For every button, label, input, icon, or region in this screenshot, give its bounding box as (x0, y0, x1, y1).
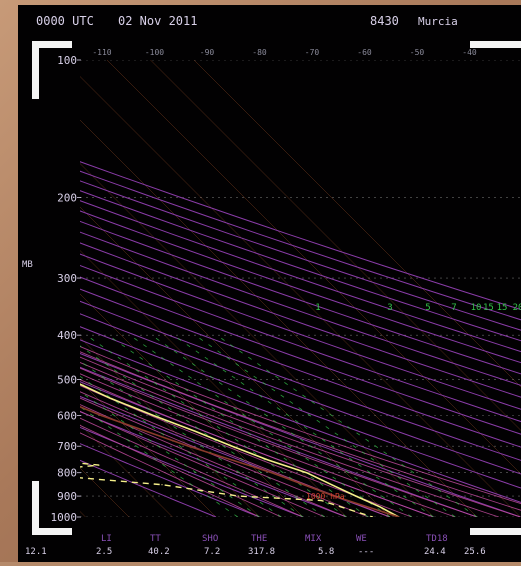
pressure-tick-label: 500 (57, 373, 77, 386)
temperature-tick-label: -40 (462, 48, 477, 57)
temperature-tick-label: -100 (145, 48, 164, 57)
sounding-point-0 (22, 358, 23, 359)
sounding-point-0 (355, 496, 356, 497)
index-value: 25.6 (464, 547, 486, 557)
index-label: LI (101, 534, 112, 544)
index-label: MIX (305, 534, 322, 544)
temperature-tick-label: -60 (357, 48, 372, 57)
pressure-tick-label: 900 (57, 490, 77, 503)
index-label: TD18 (426, 534, 448, 544)
temperature-tick-label: -110 (92, 48, 111, 57)
pressure-tick-label: 200 (57, 192, 77, 205)
temperature-tick-label: -90 (200, 48, 215, 57)
mixing-ratio-label: 15 (497, 303, 508, 313)
sounding-point-2 (101, 415, 102, 416)
mixing-ratio-label: 10 (471, 303, 482, 313)
stability-indices: LI TT SHO THE MIX WE TD18 12.1 2.5 40.2 7.2 317.8 5.… (25, 534, 486, 557)
monitor-screen: 0000 UTC 02 Nov 2011 8430 Murcia MB 100 2… (18, 5, 521, 562)
sounding-point-2 (188, 446, 189, 447)
mixing-ratio-label: 20 (513, 303, 521, 313)
mixing-ratio-label: 7 (451, 303, 456, 313)
pressure-tick-label: 700 (57, 440, 77, 453)
header-station-id: 8430 (370, 14, 399, 28)
sounding-point-1 (238, 496, 239, 497)
surface-annotation: 1000 hPa (306, 492, 345, 501)
sounding-point-0 (379, 506, 380, 507)
skew-t-diagram: 0000 UTC 02 Nov 2011 8430 Murcia MB 100 2… (18, 5, 521, 562)
index-label: SHO (202, 534, 218, 544)
pressure-tick-label: 300 (57, 272, 77, 285)
index-label: TT (150, 534, 161, 544)
sounding-point-1 (98, 465, 99, 466)
index-value: 7.2 (204, 547, 220, 557)
sounding-point-1 (340, 506, 341, 507)
sounding-point-0 (195, 431, 196, 432)
index-value: 40.2 (148, 547, 170, 557)
pressure-tick-label: 800 (57, 467, 77, 480)
sounding-point-2 (271, 472, 272, 473)
sounding-point-1 (161, 484, 162, 485)
pressure-tick-label: 100 (57, 54, 77, 67)
index-value: 24.4 (424, 547, 446, 557)
header-time: 0000 UTC (36, 14, 94, 28)
sounding-point-0 (110, 398, 111, 399)
mixing-ratio-label: 3 (387, 303, 392, 313)
sounding-point-0 (306, 472, 307, 473)
frame-corner-top-right-h (470, 41, 521, 48)
frame-corner-bottom-left-v (32, 481, 39, 535)
pressure-tick-label: 1000 (51, 511, 78, 524)
sounding-point-0 (331, 484, 332, 485)
pressure-tick-label: 600 (57, 410, 77, 423)
index-value: 5.8 (318, 547, 334, 557)
index-value: 2.5 (96, 547, 112, 557)
sounding-point-1 (372, 516, 373, 517)
pressure-axis: 100 200 300 400 500 600 700 800 900 1000 (51, 54, 82, 524)
y-axis-label: MB (22, 260, 33, 270)
wind-data-label: 15 (483, 303, 494, 313)
frame-corner-bottom-right-h (470, 528, 521, 535)
mixing-ratio-label: 5 (425, 303, 430, 313)
header-station-name: Murcia (418, 15, 458, 28)
temperature-tick-label: -50 (410, 48, 425, 57)
frame-corner-top-left-v (32, 41, 39, 99)
isotherm (18, 60, 42, 517)
temperature-tick-label: -80 (252, 48, 267, 57)
index-value: 12.1 (25, 547, 47, 557)
index-value: 317.8 (248, 547, 275, 557)
index-label: WE (356, 534, 367, 544)
sounding-point-0 (267, 459, 268, 460)
mixing-ratio-label: 1 (315, 303, 320, 313)
sounding-point-1 (19, 472, 20, 473)
sounding-point-0 (232, 446, 233, 447)
sounding-point-2 (398, 516, 399, 517)
pressure-tick-label: 400 (57, 329, 77, 342)
index-value: --- (358, 547, 374, 557)
sounding-point-0 (153, 415, 154, 416)
temperature-tick-label: -70 (305, 48, 320, 57)
index-label: THE (251, 534, 267, 544)
header-date: 02 Nov 2011 (118, 14, 197, 28)
